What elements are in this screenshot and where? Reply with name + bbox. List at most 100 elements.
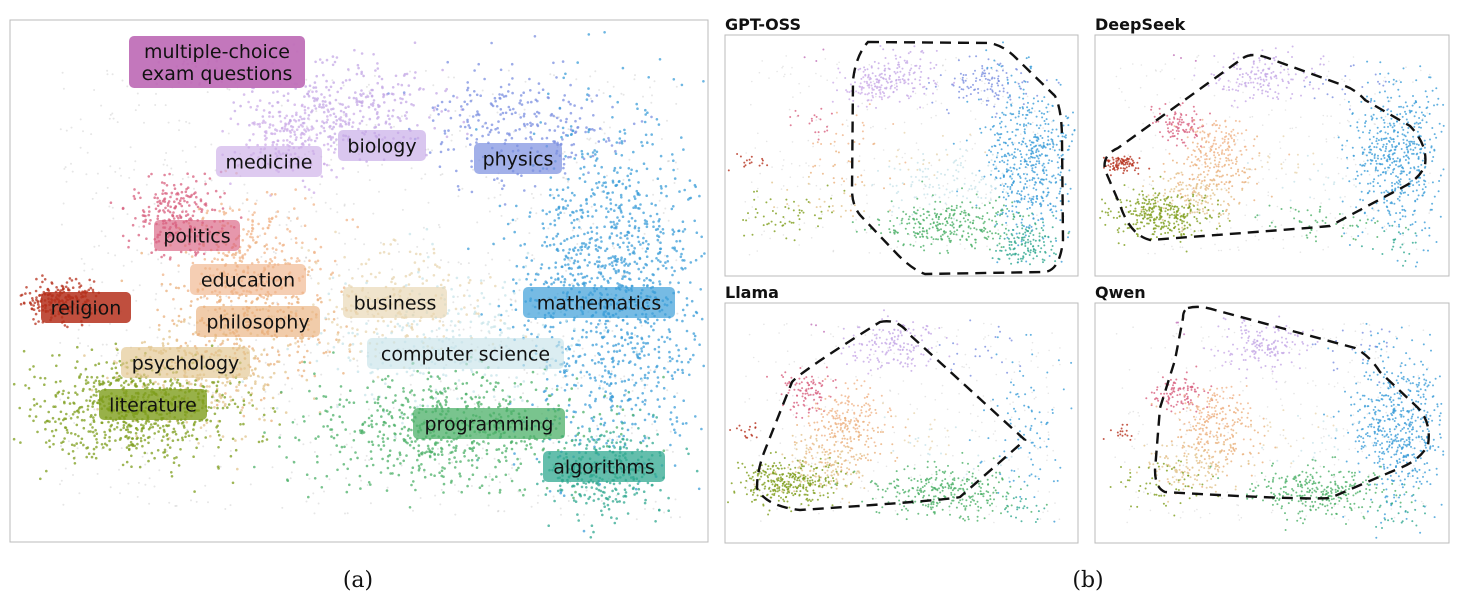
point-computer-science — [493, 315, 497, 319]
point-literature — [190, 434, 194, 437]
point-background — [100, 104, 103, 107]
point-literature — [77, 407, 81, 410]
point-computer-science — [447, 309, 451, 312]
point-background — [59, 398, 62, 401]
point-biology — [331, 55, 335, 58]
point-education — [254, 202, 257, 206]
point-mathematics — [620, 256, 623, 260]
point-mathematics — [673, 371, 677, 374]
point-literature — [82, 410, 85, 414]
point-education — [253, 211, 256, 214]
point-background — [523, 368, 526, 371]
point-literature — [122, 424, 126, 427]
point-mathematics — [631, 373, 634, 377]
point-business — [336, 333, 340, 336]
point-mathematics — [612, 350, 616, 353]
point-politics — [184, 214, 188, 217]
point-education — [228, 207, 232, 210]
point-business — [418, 319, 422, 323]
point-psychology — [168, 329, 171, 333]
point-computer-science — [493, 325, 497, 328]
point-religion — [34, 322, 37, 326]
point-mathematics — [626, 428, 630, 432]
point-physics — [483, 77, 486, 81]
point-mathematics — [617, 435, 621, 438]
point-mathematics — [651, 281, 655, 285]
point-mathematics — [683, 188, 686, 192]
point-background — [104, 235, 107, 238]
point-biology — [316, 97, 320, 100]
point-philosophy — [335, 338, 338, 342]
point-mathematics — [649, 279, 652, 282]
point-biology — [332, 112, 336, 116]
point-psychology — [250, 398, 254, 402]
point-religion — [32, 318, 35, 321]
point-mathematics — [527, 319, 530, 323]
point-literature — [130, 380, 133, 384]
point-mathematics — [597, 180, 601, 184]
point-politics — [156, 214, 160, 218]
point-biology — [312, 86, 316, 89]
point-biology — [343, 120, 347, 124]
point-computer-science — [363, 393, 367, 397]
point-physics — [546, 96, 550, 99]
point-medicine — [315, 136, 319, 140]
point-mathematics — [562, 284, 566, 287]
point-biology — [302, 117, 306, 121]
point-philosophy — [180, 320, 183, 324]
point-background — [369, 502, 372, 505]
point-background — [185, 161, 187, 163]
point-mathematics — [692, 332, 696, 335]
point-biology — [433, 106, 437, 109]
point-background — [436, 447, 439, 450]
point-mathematics — [681, 422, 685, 426]
point-mathematics — [669, 443, 672, 447]
point-mathematics — [653, 370, 656, 374]
point-mathematics — [654, 203, 657, 207]
point-mathematics — [608, 397, 612, 401]
point-background — [88, 324, 91, 327]
point-mathematics — [661, 228, 665, 231]
point-physics — [569, 83, 572, 87]
point-mathematics — [567, 403, 571, 407]
point-medicine — [300, 117, 304, 121]
point-background — [580, 369, 583, 372]
point-education — [256, 235, 260, 239]
point-biology — [342, 111, 346, 114]
point-computer-science — [401, 421, 404, 425]
point-computer-science — [516, 384, 520, 388]
point-biology — [428, 116, 431, 119]
point-psychology — [177, 319, 180, 323]
point-mathematics — [632, 150, 635, 154]
point-background — [589, 75, 592, 78]
point-mathematics — [650, 259, 654, 263]
point-biology — [321, 100, 325, 103]
point-religion — [38, 309, 41, 313]
point-mathematics — [668, 337, 672, 341]
point-mathematics — [631, 422, 634, 426]
point-literature — [104, 433, 107, 437]
point-mathematics — [615, 263, 618, 267]
point-background — [498, 182, 501, 184]
point-mathematics — [574, 359, 578, 363]
point-mathematics — [645, 194, 648, 197]
point-background — [61, 71, 64, 74]
point-mathematics — [572, 249, 576, 253]
point-literature — [217, 465, 220, 469]
point-education — [249, 232, 253, 236]
point-computer-science — [477, 314, 481, 318]
point-philosophy — [208, 339, 211, 343]
point-psychology — [162, 344, 165, 348]
point-physics — [489, 128, 493, 132]
point-background — [188, 439, 191, 442]
point-mathematics — [619, 236, 622, 240]
point-physics — [529, 89, 532, 92]
point-background — [227, 132, 230, 135]
point-mathematics — [584, 403, 587, 406]
point-business — [337, 274, 341, 277]
point-mathematics — [523, 242, 526, 246]
point-medicine — [320, 175, 324, 178]
point-education — [238, 249, 241, 252]
point-background — [400, 464, 403, 467]
point-psychology — [236, 467, 239, 471]
